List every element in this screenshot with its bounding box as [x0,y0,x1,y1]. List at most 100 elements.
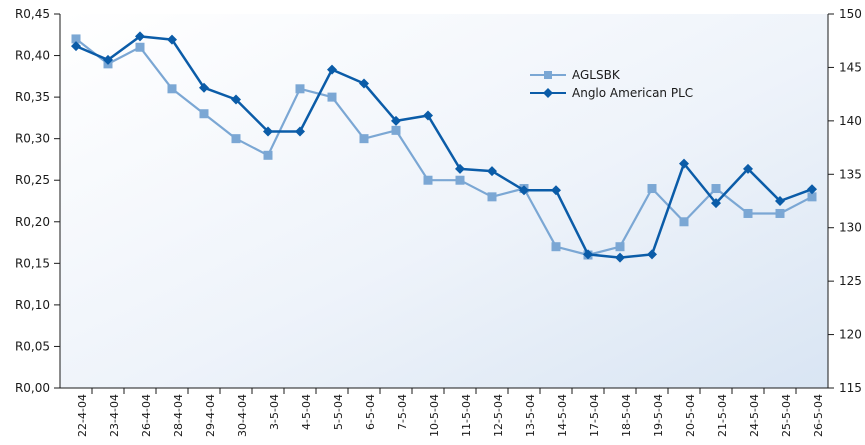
x-tick-label: 28-4-04 [172,394,185,437]
data-point [423,110,433,121]
data-point [615,242,625,252]
x-tick-label: 7-5-04 [396,394,409,430]
right-tick-label: 115 [839,381,862,395]
left-tick-label: R0,10 [15,298,50,312]
data-point [263,126,273,137]
left-tick-label: R0,05 [15,339,50,353]
x-tick-label: 24-5-04 [748,394,761,437]
data-point [775,208,785,218]
data-point [71,34,81,44]
x-tick-label: 6-5-04 [364,394,377,430]
x-tick-label: 25-5-04 [780,394,793,437]
legend-label: AGLSBK [572,68,621,82]
x-tick-label: 14-5-04 [556,394,569,437]
series-line [75,38,813,257]
left-tick-label: R0,00 [15,381,50,395]
data-point [167,34,177,45]
data-point [167,84,177,94]
data-point [135,42,145,52]
x-tick-label: 12-5-04 [492,394,505,437]
left-tick-label: R0,45 [15,7,50,21]
left-tick-label: R0,15 [15,256,50,270]
right-tick-label: 120 [839,328,862,342]
x-tick-label: 20-5-04 [684,394,697,437]
data-point [519,185,529,196]
left-tick-label: R0,30 [15,132,50,146]
data-point [711,184,721,194]
data-point [551,242,561,252]
data-point [135,31,145,42]
data-point [359,134,369,144]
legend: AGLSBK Anglo American PLC [530,68,693,100]
data-point [711,198,721,209]
x-tick-label: 3-5-04 [268,394,281,430]
x-tick-label: 23-4-04 [108,394,121,437]
legend-label: Anglo American PLC [572,86,693,100]
data-point [487,166,497,177]
data-point [423,175,433,185]
data-point [71,41,81,52]
x-tick-label: 29-4-04 [204,394,217,437]
x-tick-label: 19-5-04 [652,394,665,437]
data-point [103,54,113,65]
data-point [327,64,337,75]
data-point [807,192,817,202]
data-point [615,252,625,263]
plot-background [60,14,828,388]
data-point [679,158,689,169]
data-point [647,184,657,194]
right-tick-label: 125 [839,274,862,288]
x-tick-label: 30-4-04 [236,394,249,437]
x-tick-label: 26-5-04 [812,394,825,437]
data-point [455,163,465,174]
left-tick-label: R0,25 [15,173,50,187]
data-point [391,115,401,126]
data-point [327,92,337,102]
data-point [199,109,209,119]
data-point [359,78,369,89]
data-point [647,249,657,260]
x-tick-label: 26-4-04 [140,394,153,437]
x-tick-label: 17-5-04 [588,394,601,437]
right-tick-label: 130 [839,221,862,235]
x-tick-label: 18-5-04 [620,394,633,437]
right-tick-label: 135 [839,167,862,181]
x-tick-label: 10-5-04 [428,394,441,437]
left-tick-label: R0,40 [15,49,50,63]
data-point [199,82,209,93]
series-line [75,35,813,259]
data-point [679,217,689,227]
x-tick-label: 11-5-04 [460,394,473,437]
data-point [583,249,593,260]
right-tick-label: 140 [839,114,862,128]
series-2 [71,31,817,263]
data-point [743,208,753,218]
x-axis-ticks: 22-4-04 23-4-04 26-4-04 28-4-04 29-4-04 30-4-… [76,388,825,437]
x-tick-label: 4-5-04 [300,394,313,430]
left-axis-ticks: R0,00 R0,05 R0,10 R0,15 R0,20 R0,25 R0,30 R0,35… [15,7,60,395]
right-tick-label: 145 [839,60,862,74]
data-point [775,196,785,206]
right-axis-ticks: 115 120 125 130 135 140 145 150 [828,7,862,395]
right-tick-label: 150 [839,7,862,21]
x-tick-label: 5-5-04 [332,394,345,430]
data-point [295,84,305,94]
series-layer [71,31,817,263]
data-point [455,175,465,185]
x-tick-label: 22-4-04 [76,394,89,437]
x-tick-label: 21-5-04 [716,394,729,437]
data-point [391,125,401,135]
data-point [807,184,817,195]
x-tick-label: 13-5-04 [524,394,537,437]
data-point [551,185,561,196]
data-point [231,94,241,105]
left-tick-label: R0,20 [15,215,50,229]
data-point [487,192,497,202]
legend-marker [543,88,553,98]
data-point [743,163,753,174]
left-tick-label: R0,35 [15,90,50,104]
data-point [231,134,241,144]
legend-marker [544,71,552,79]
data-point [263,150,273,160]
